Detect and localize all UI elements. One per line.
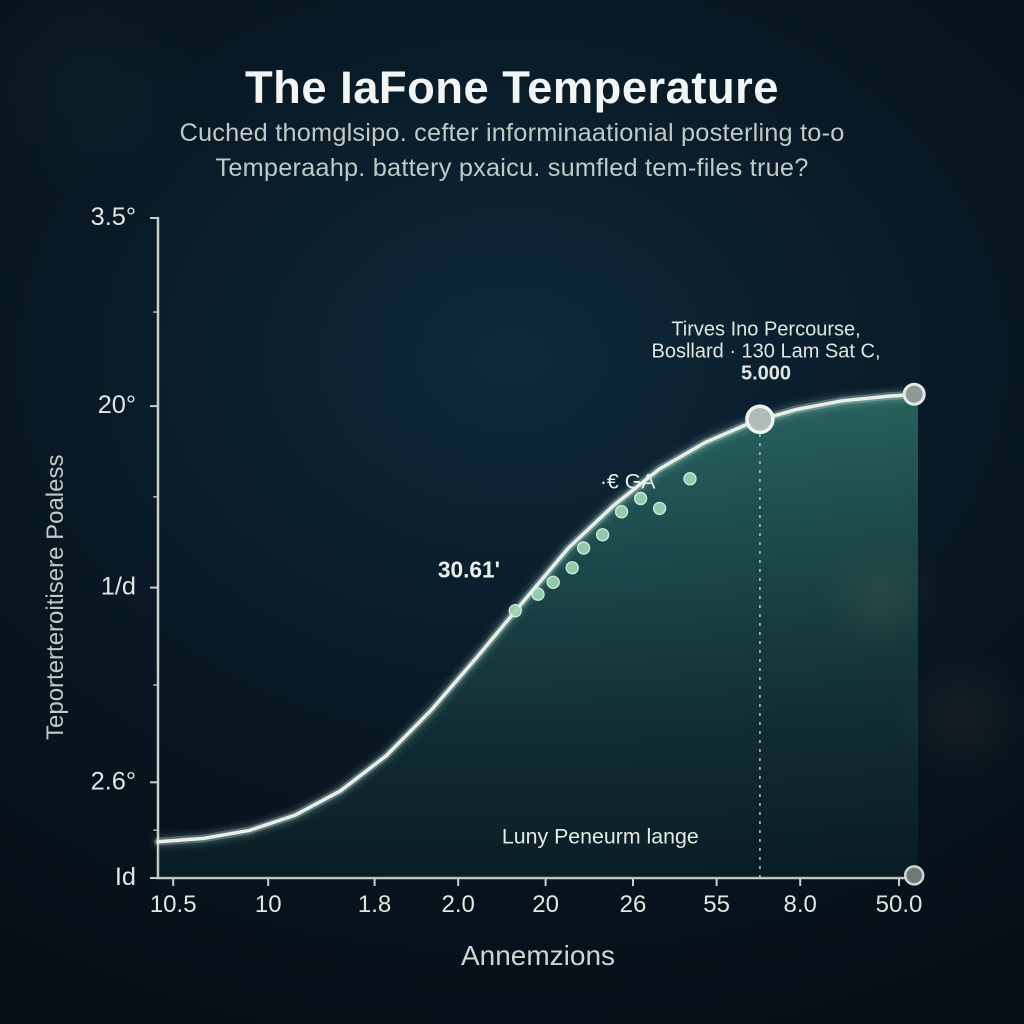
y-tick-label: 3.5° bbox=[91, 203, 136, 231]
x-tick-label: 10.5 bbox=[150, 891, 197, 918]
area-fill bbox=[158, 394, 918, 878]
scatter-point bbox=[654, 502, 666, 514]
scatter-point bbox=[578, 542, 590, 554]
end-marker bbox=[904, 384, 924, 404]
scatter-point bbox=[547, 576, 559, 588]
x-tick-label: 26 bbox=[620, 891, 647, 918]
x-tick-label: 10 bbox=[255, 891, 282, 918]
x-tick-label: 2.0 bbox=[442, 891, 475, 918]
x-tick-label: 50.0 bbox=[876, 891, 923, 918]
callout-line1: Tirves Ino Percourse, bbox=[671, 318, 860, 340]
y-tick-label: 1/d bbox=[101, 573, 136, 601]
scatter-point bbox=[566, 562, 578, 574]
scatter-point bbox=[616, 506, 628, 518]
y-tick-label: 2.6° bbox=[91, 767, 136, 795]
y-tick-label: Id bbox=[115, 863, 136, 891]
label-luny: Luny Peneurm lange bbox=[502, 825, 699, 849]
big-marker bbox=[747, 406, 773, 432]
scatter-point bbox=[532, 588, 544, 600]
x-tick-label: 1.8 bbox=[358, 891, 391, 918]
x-tick-label: 20 bbox=[532, 891, 559, 918]
axis-marker bbox=[905, 866, 923, 884]
label-cga: ·€ GA bbox=[600, 470, 656, 494]
y-tick-label: 20° bbox=[98, 391, 136, 419]
scatter-point bbox=[509, 605, 521, 617]
temperature-chart: 3.5° 20° 1/d 2.6° Id 10.5 10 1.8 2.0 20 26 55 8.0 50.… bbox=[0, 0, 1024, 1024]
scatter-point bbox=[635, 493, 647, 505]
scatter-point bbox=[684, 473, 696, 485]
label-3061: 30.61' bbox=[438, 557, 500, 583]
x-tick-label: 55 bbox=[703, 891, 730, 918]
callout-line2: Bosllard · 130 Lam Sat C, bbox=[652, 340, 881, 362]
x-tick-label: 8.0 bbox=[784, 891, 817, 918]
callout-line3: 5.000 bbox=[741, 362, 791, 384]
scatter-point bbox=[597, 529, 609, 541]
